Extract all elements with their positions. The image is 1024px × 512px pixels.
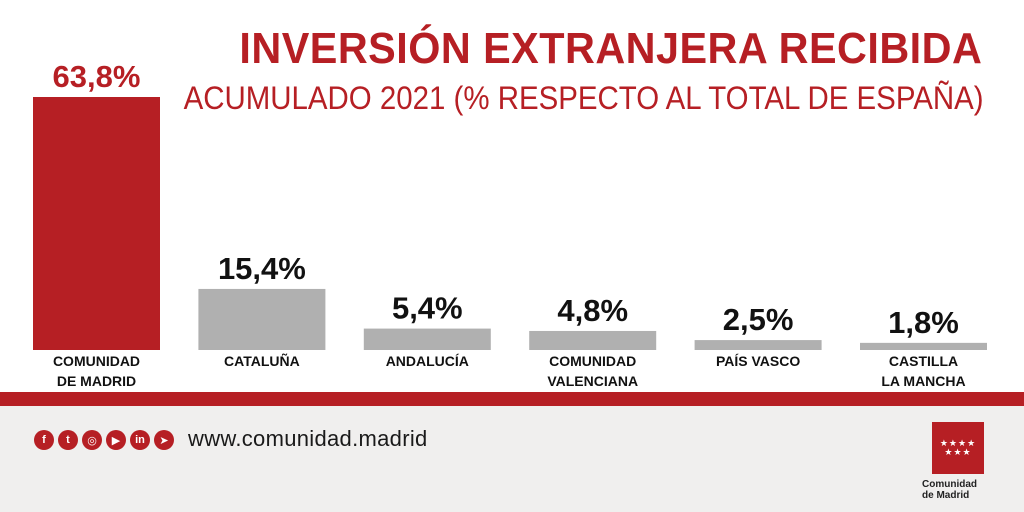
category-label: ANDALUCÍA (386, 353, 469, 369)
website-url[interactable]: www.comunidad.madrid (188, 426, 428, 451)
comunidad-madrid-logo: ★★★★ ★★★ (932, 422, 984, 474)
bar (694, 340, 822, 350)
value-label: 2,5% (723, 302, 794, 337)
facebook-icon[interactable]: f (34, 430, 54, 450)
telegram-icon[interactable]: ➤ (154, 430, 174, 450)
bar (529, 330, 657, 350)
category-label: CATALUÑA (224, 352, 300, 369)
youtube-icon[interactable]: ▶ (106, 430, 126, 450)
bar (860, 342, 987, 350)
category-label: CASTILLA (889, 353, 958, 369)
bar (198, 288, 326, 350)
stars-icon: ★★★★ ★★★ (939, 438, 977, 457)
instagram-icon[interactable]: ◎ (82, 430, 102, 450)
category-label: LA MANCHA (881, 373, 965, 389)
bar (33, 97, 160, 350)
bar-chart: 63,8% COMUNIDAD DE MADRID 15,4% CATALUÑA 5,4%… (33, 59, 987, 389)
category-label: DE MADRID (57, 373, 136, 389)
footer-accent-band (0, 392, 1024, 406)
value-label: 15,4% (218, 251, 306, 286)
category-label: COMUNIDAD (53, 353, 140, 369)
chart-subtitle: ACUMULADO 2021 (% RESPECTO AL TOTAL DE E… (183, 80, 984, 116)
value-label: 4,8% (557, 293, 628, 328)
bar (363, 328, 491, 350)
logo-text: Comunidad de Madrid (922, 479, 977, 501)
category-label: PAÍS VASCO (716, 353, 800, 369)
logo-text-line1: Comunidad (922, 479, 977, 490)
social-icons: f t ◎ ▶ in ➤ (34, 430, 174, 450)
value-label: 5,4% (392, 291, 463, 326)
category-label: COMUNIDAD (549, 353, 636, 369)
twitter-icon[interactable]: t (58, 430, 78, 450)
logo-text-line2: de Madrid (922, 490, 970, 501)
chart-title: INVERSIÓN EXTRANJERA RECIBIDA (239, 24, 982, 73)
value-label: 63,8% (53, 59, 141, 94)
value-label: 1,8% (888, 305, 959, 340)
linkedin-icon[interactable]: in (130, 430, 150, 450)
category-label: VALENCIANA (547, 373, 638, 389)
footer (0, 406, 1024, 512)
